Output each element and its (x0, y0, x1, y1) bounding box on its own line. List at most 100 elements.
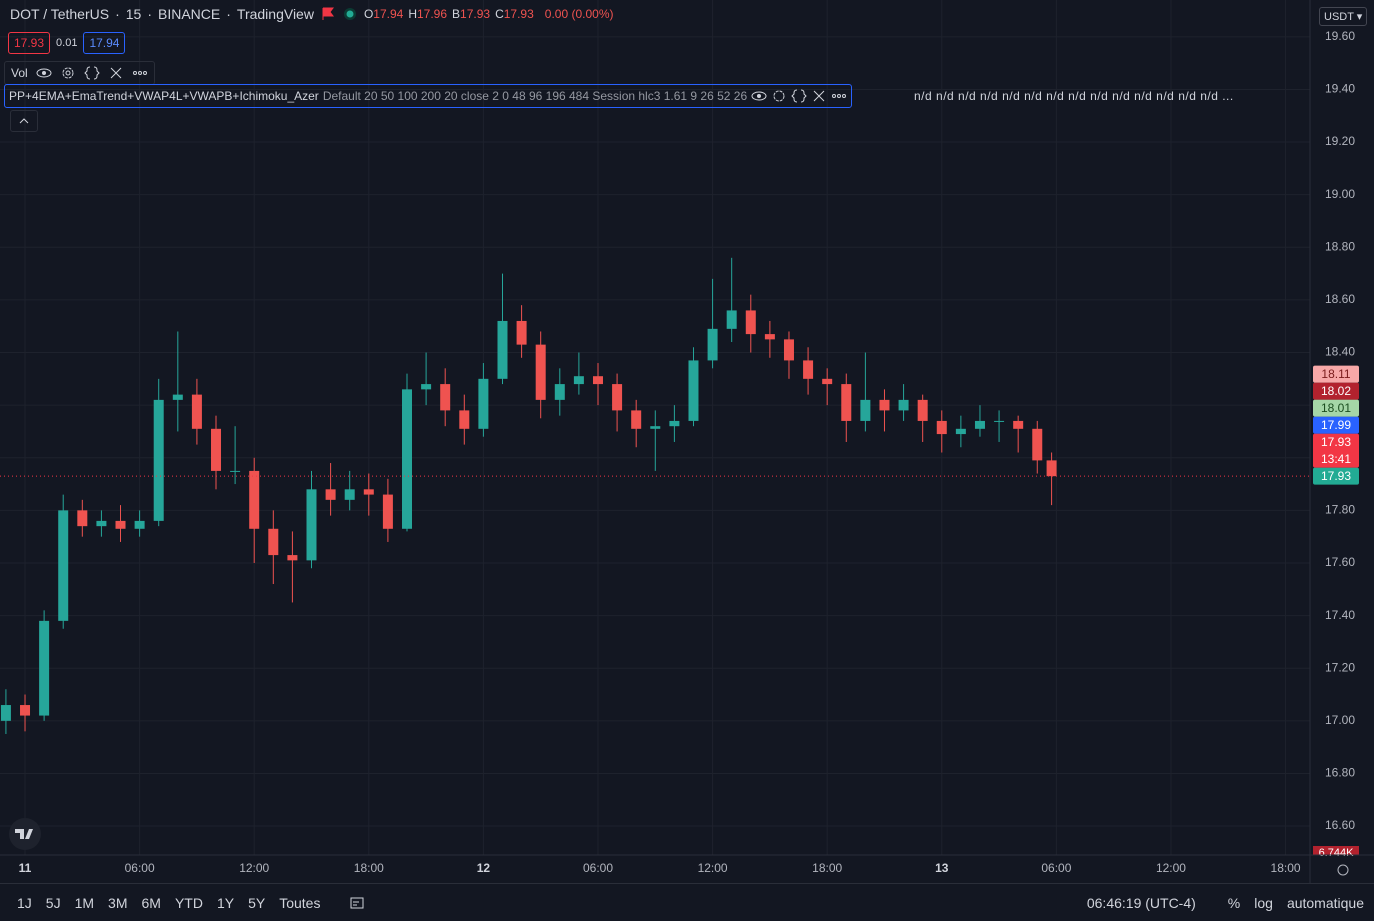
close-icon[interactable] (811, 88, 827, 104)
candle-body (631, 410, 642, 429)
y-tick-label: 19.40 (1325, 82, 1355, 96)
x-tick-label: 13 (935, 861, 949, 875)
x-tick-label: 06:00 (583, 861, 613, 875)
symbol[interactable]: DOT / TetherUS (10, 6, 110, 22)
candle-body (172, 394, 183, 400)
candle-body (516, 320, 527, 345)
header: DOT / TetherUS · 15 · BINANCE · TradingView… (10, 6, 614, 22)
candle-body (325, 489, 336, 500)
spread: 0.01 (56, 37, 78, 49)
range-button[interactable]: YTD (174, 894, 203, 911)
x-tick-label: 12:00 (239, 861, 269, 875)
range-button[interactable]: 5J (45, 894, 61, 911)
eye-icon[interactable] (36, 65, 52, 81)
y-tick-label: 16.60 (1325, 818, 1355, 832)
ohlc-value: 17.96 (417, 7, 448, 21)
range-button[interactable]: 1J (17, 894, 32, 911)
countdown: 13:41 (1321, 452, 1351, 466)
percent-toggle[interactable]: % (1227, 894, 1241, 911)
candle-body (764, 334, 775, 340)
candle-body (955, 428, 966, 435)
candle-body (401, 389, 412, 529)
ohlc: O17.94 H17.96 B17.93 C17.93 (364, 7, 539, 21)
source-icon[interactable] (83, 65, 100, 81)
range-button[interactable]: 6M (141, 894, 161, 911)
candle-body (707, 328, 718, 361)
ohlc-key: B (452, 7, 461, 21)
ohlc-key: C (495, 7, 504, 21)
collapse-button[interactable] (10, 110, 38, 132)
ohlc-value: 17.93 (503, 7, 534, 21)
price-label: 17.93 (1321, 435, 1351, 449)
candle-body (20, 705, 31, 716)
eye-icon[interactable] (751, 88, 767, 104)
candle-body (77, 510, 88, 527)
gear-icon[interactable] (60, 65, 76, 81)
volume-label: 6.744K (1319, 847, 1355, 859)
y-tick-label: 18.60 (1325, 292, 1355, 306)
candle-body (96, 520, 107, 527)
settings-icon[interactable] (1337, 864, 1349, 876)
candle-body (860, 399, 871, 421)
currency-select[interactable]: USDT ▾ (1319, 7, 1368, 26)
ask[interactable]: 17.94 (83, 32, 126, 54)
candle-body (841, 384, 852, 421)
indicator-name: PP+4EMA+EmaTrend+VWAP4L+VWAPB+Ichimoku_A… (9, 89, 319, 103)
price-label: 17.93 (1321, 469, 1351, 483)
y-tick-label: 19.20 (1325, 134, 1355, 148)
candle-body (497, 320, 508, 379)
gear-icon[interactable] (771, 88, 787, 104)
more-icon[interactable] (831, 88, 847, 104)
more-icon[interactable] (132, 65, 148, 81)
candle-body (268, 528, 279, 556)
price-label-bg (1313, 382, 1359, 400)
x-tick-label: 18:00 (812, 861, 842, 875)
range-button[interactable]: 1Y (216, 894, 235, 911)
tv-logo[interactable] (9, 818, 41, 850)
flag-icon[interactable] (320, 6, 336, 22)
candle-body (535, 344, 546, 400)
candle-body (363, 489, 374, 495)
x-tick-label: 06:00 (1041, 861, 1071, 875)
source-icon[interactable] (791, 88, 807, 104)
bid[interactable]: 17.93 (8, 32, 51, 54)
candle-body (478, 378, 489, 429)
candle-body (58, 510, 69, 621)
candle-body (936, 420, 947, 435)
candle-body (191, 394, 202, 429)
range-button[interactable]: 1M (74, 894, 95, 911)
candle-body (994, 420, 1005, 422)
candle-body (211, 428, 222, 471)
candle-body (1013, 420, 1024, 429)
quote: 17.93 0.01 17.94 (8, 32, 126, 54)
candle-body (783, 339, 794, 361)
clock[interactable]: 06:46:19 (UTC-4) (1086, 894, 1196, 911)
bottom-toolbar: 1J 5J 1M 3M 6M YTD 1Y 5Y Toutes 06:46:19 (UTC-4)… (0, 883, 1374, 921)
candle-body (382, 494, 393, 529)
indicator-legend[interactable]: PP+4EMA+EmaTrend+VWAP4L+VWAPB+Ichimoku_A… (4, 84, 853, 108)
interval[interactable]: 15 (125, 6, 142, 22)
x-tick-label: 11 (19, 861, 32, 875)
range-button[interactable]: 5Y (248, 894, 266, 911)
close-icon[interactable] (108, 65, 124, 81)
candle-body (554, 384, 565, 400)
y-tick-label: 16.80 (1325, 766, 1355, 780)
range-button[interactable]: 3M (108, 894, 128, 911)
y-tick-label: 17.00 (1325, 713, 1355, 727)
candle-body (344, 489, 355, 500)
date-range-icon[interactable] (349, 895, 365, 911)
tv-logo-glyph (15, 829, 33, 839)
volume-legend: Vol (4, 61, 155, 85)
candle-body (745, 310, 756, 335)
auto-toggle[interactable]: automatique (1286, 894, 1364, 911)
candle-body (898, 399, 909, 411)
ohlc-key: H (408, 7, 417, 21)
price-label-bg (1313, 433, 1359, 468)
log-toggle[interactable]: log (1254, 894, 1273, 911)
candle-body (974, 420, 985, 429)
range-button[interactable]: Toutes (279, 894, 321, 911)
candle-body (612, 384, 623, 411)
candle-body (669, 420, 680, 427)
indicator-values: n/d n/d n/d n/d n/d n/d n/d n/d n/d n/d … (914, 89, 1234, 103)
